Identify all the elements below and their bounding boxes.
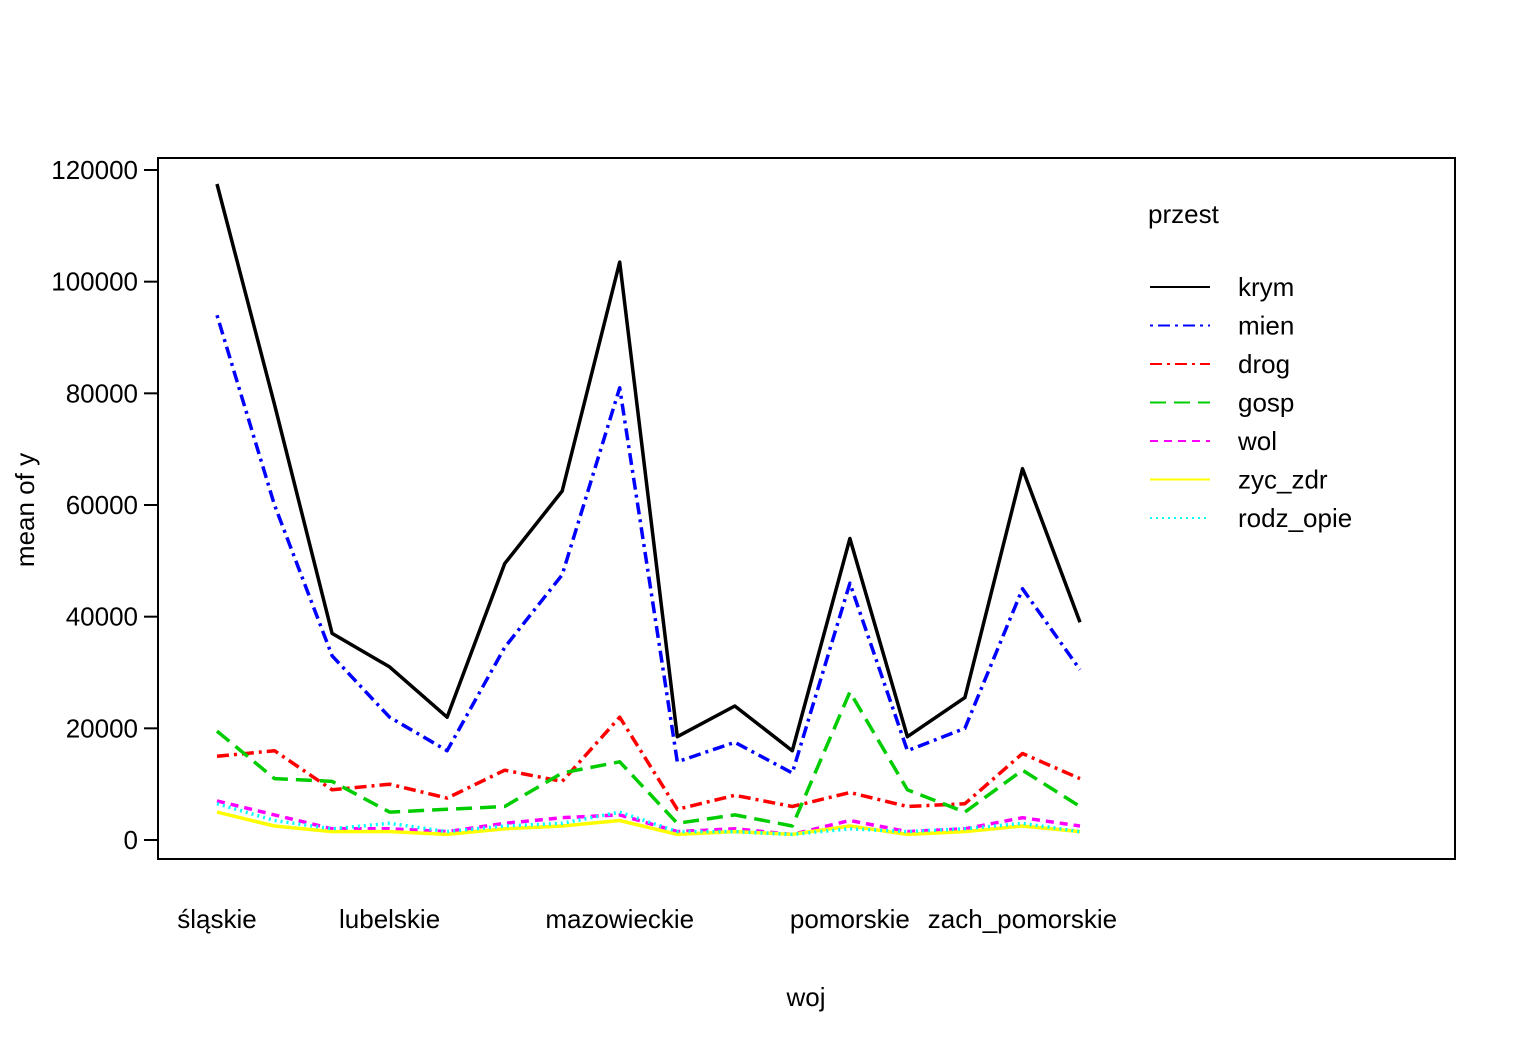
y-tick-label-5: 100000 bbox=[51, 267, 138, 297]
y-axis: 0 20000 40000 60000 80000 100000 120000 bbox=[51, 155, 158, 855]
legend-label-zyc_zdr: zyc_zdr bbox=[1238, 465, 1328, 495]
x-axis-title: woj bbox=[785, 982, 825, 1012]
legend-label-wol: wol bbox=[1237, 426, 1277, 456]
x-tick-label-0: śląskie bbox=[177, 904, 256, 934]
legend-label-mien: mien bbox=[1238, 311, 1294, 341]
plot-frame bbox=[157, 157, 1456, 860]
legend: przest krym mien drog gosp wol zyc_zdr rodz_op… bbox=[1148, 199, 1352, 533]
legend-label-rodz_opie: rodz_opie bbox=[1238, 503, 1352, 533]
series-line-mien bbox=[215, 314, 1082, 775]
legend-label-gosp: gosp bbox=[1238, 388, 1294, 418]
series-line-gosp bbox=[215, 690, 1081, 828]
x-tick-label-4: zach_pomorskie bbox=[928, 904, 1117, 934]
series-line-zyc_zdr bbox=[216, 810, 1081, 837]
y-tick-label-6: 120000 bbox=[51, 155, 138, 185]
legend-label-krym: krym bbox=[1238, 272, 1294, 302]
y-tick-label-3: 60000 bbox=[66, 490, 138, 520]
y-tick-label-1: 20000 bbox=[66, 713, 138, 743]
x-tick-label-1: lubelskie bbox=[339, 904, 440, 934]
series-line-drog bbox=[216, 715, 1081, 812]
y-tick-label-2: 40000 bbox=[66, 602, 138, 632]
y-tick-label-4: 80000 bbox=[66, 378, 138, 408]
y-tick-label-0: 0 bbox=[124, 825, 138, 855]
x-axis: śląskie lubelskie mazowieckie pomorskie zach… bbox=[177, 904, 1117, 934]
x-tick-label-2: mazowieckie bbox=[545, 904, 694, 934]
series-lines bbox=[215, 183, 1082, 837]
legend-title: przest bbox=[1148, 199, 1220, 229]
series-line-rodz_opie bbox=[216, 802, 1081, 837]
legend-label-drog: drog bbox=[1238, 349, 1290, 379]
x-tick-label-3: pomorskie bbox=[790, 904, 910, 934]
series-line-krym bbox=[215, 183, 1082, 753]
y-axis-title: mean of y bbox=[10, 453, 40, 567]
